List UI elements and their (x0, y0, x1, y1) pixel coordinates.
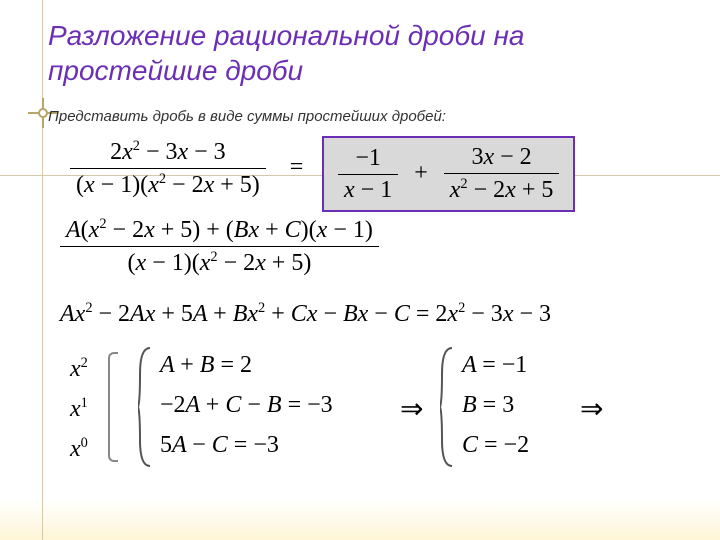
slide-title: Разложение рациональной дроби на простей… (48, 18, 700, 88)
power-x2: x2 (70, 355, 88, 383)
brace-system-left (138, 346, 152, 468)
sol-c: C = −2 (462, 432, 529, 459)
slide-subtitle: Представить дробь в виде суммы простейши… (48, 108, 446, 125)
eq3: 5A − C = −3 (160, 432, 279, 459)
sol-b: B = 3 (462, 392, 514, 419)
result-box: −1 x − 1 + 3x − 2 x2 − 2x + 5 (322, 136, 575, 212)
given-fraction: 2x2 − 3x − 3 (x − 1)(x2 − 2x + 5) = (70, 138, 321, 199)
eq2: −2A + C − B = −3 (160, 392, 333, 419)
expanded-equation: Ax2 − 2Ax + 5A + Bx2 + Cx − Bx − C = 2x2… (60, 300, 551, 328)
ansatz-fraction: A(x2 − 2x + 5) + (Bx + C)(x − 1) (x − 1)… (60, 216, 379, 277)
power-x1: x1 (70, 395, 88, 423)
plus-sign: + (404, 160, 438, 186)
power-x0: x0 (70, 435, 88, 463)
brace-solution (440, 346, 454, 468)
brace-powers (108, 352, 118, 462)
equals-sign: = (272, 154, 322, 180)
eq1: A + B = 2 (160, 352, 252, 379)
sol-a: A = −1 (462, 352, 527, 379)
footer-gradient (0, 500, 720, 540)
implies-1: ⇒ (400, 392, 423, 426)
implies-2: ⇒ (580, 392, 603, 426)
vertical-rule (42, 0, 43, 540)
